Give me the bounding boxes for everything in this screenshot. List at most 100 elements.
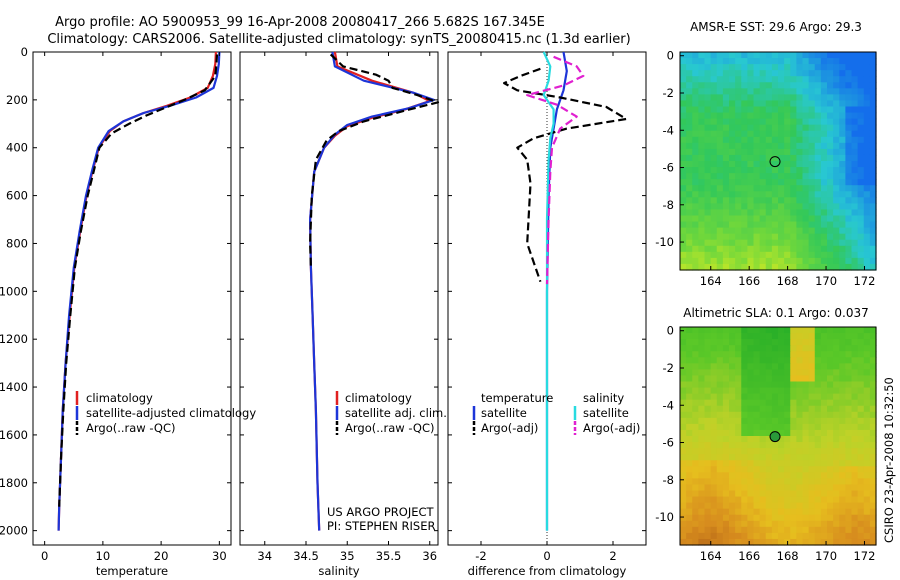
heatmap-cell [814,148,822,156]
heatmap-cell [778,496,785,504]
heatmap-cell [833,436,840,443]
heatmap-cell [710,478,718,486]
heatmap-cell [722,520,730,528]
heatmap-cell [857,154,865,162]
heatmap-cell [869,339,877,346]
heatmap-cell [722,203,730,211]
heatmap-cell [735,221,742,229]
heatmap-cell [771,209,779,217]
heatmap-cell [778,454,785,461]
heatmap-cell [692,142,699,150]
heatmap-cell [778,179,785,186]
heatmap-cell [869,58,877,65]
heatmap-cell [869,245,877,253]
heatmap-cell [747,70,755,77]
heatmap-cell [680,369,687,377]
heatmap-cell [765,227,773,235]
heatmap-cell [802,251,810,259]
heatmap-cell [735,251,742,259]
heatmap-cell [857,490,865,498]
heatmap-cell [796,514,804,522]
heatmap-cell [827,484,834,492]
heatmap-cell [747,58,755,65]
map-y-tick-label: -8 [663,198,674,212]
heatmap-cell [759,251,767,259]
heatmap-cell [839,357,846,364]
heatmap-cell [784,526,791,534]
heatmap-cell [845,227,853,235]
heatmap-cell [863,142,871,150]
heatmap-cell [753,239,761,247]
legend-header-temperature: temperature [481,391,553,405]
heatmap-cell [796,161,804,168]
heatmap-cell [710,381,718,389]
heatmap-cell [851,490,859,498]
heatmap-cell [704,197,712,204]
heatmap-cell [851,118,859,126]
heatmap-cell [686,393,693,401]
heatmap-cell [820,191,828,198]
heatmap-cell [771,233,779,241]
heatmap-cell [710,148,718,156]
heatmap-cell [729,484,736,492]
heatmap-cell [827,526,834,534]
heatmap-cell [716,257,724,265]
heatmap-cell [820,179,828,186]
heatmap-cell [814,263,822,271]
heatmap-cell [863,185,871,192]
heatmap-cell [808,209,816,217]
heatmap-cell [735,357,742,364]
heatmap-cell [771,148,779,156]
heatmap-cell [698,339,706,346]
heatmap-cell [710,118,718,126]
heatmap-cell [741,76,748,83]
heatmap-cell [747,251,755,259]
heatmap-cell [722,245,730,253]
heatmap-cell [790,442,797,449]
heatmap-cell [716,118,724,126]
heatmap-cell [692,233,699,241]
heatmap-cell [735,339,742,346]
heatmap-cell [869,130,877,138]
heatmap-cell [722,118,730,126]
heatmap-cell [869,167,877,174]
heatmap-cell [778,387,785,395]
heatmap-cell [863,484,871,492]
heatmap-cell [833,490,840,498]
heatmap-cell [784,369,791,377]
series-difference-1 [503,67,628,283]
heatmap-cell [680,411,687,419]
heatmap-cell [820,436,828,443]
heatmap-cell [839,363,846,370]
heatmap-cell [765,167,773,174]
heatmap-cell [814,538,822,546]
heatmap-cell [778,351,785,358]
heatmap-cell [857,136,865,144]
heatmap-cell [857,203,865,211]
heatmap-cell [839,442,846,449]
heatmap-cell [796,369,804,377]
heatmap-cell [741,52,748,59]
heatmap-cell [753,209,761,217]
heatmap-cell [722,478,730,486]
heatmap-cell [692,82,699,89]
heatmap-cell [771,478,779,486]
heatmap-cell [814,339,822,346]
heatmap-cell [747,508,755,516]
heatmap-cell [741,454,748,461]
heatmap-cell [839,375,846,383]
heatmap-cell [698,161,706,168]
heatmap-cell [716,375,724,383]
heatmap-cell [686,333,693,340]
heatmap-cell [765,215,773,223]
heatmap-cell [869,209,877,217]
heatmap-cell [863,472,871,479]
heatmap-cell [808,532,816,540]
heatmap-cell [851,363,859,370]
heatmap-cell [808,173,816,180]
heatmap-cell [796,357,804,364]
heatmap-cell [833,333,840,340]
heatmap-cell [710,209,718,217]
heatmap-cell [680,203,687,211]
heatmap-cell [686,496,693,504]
